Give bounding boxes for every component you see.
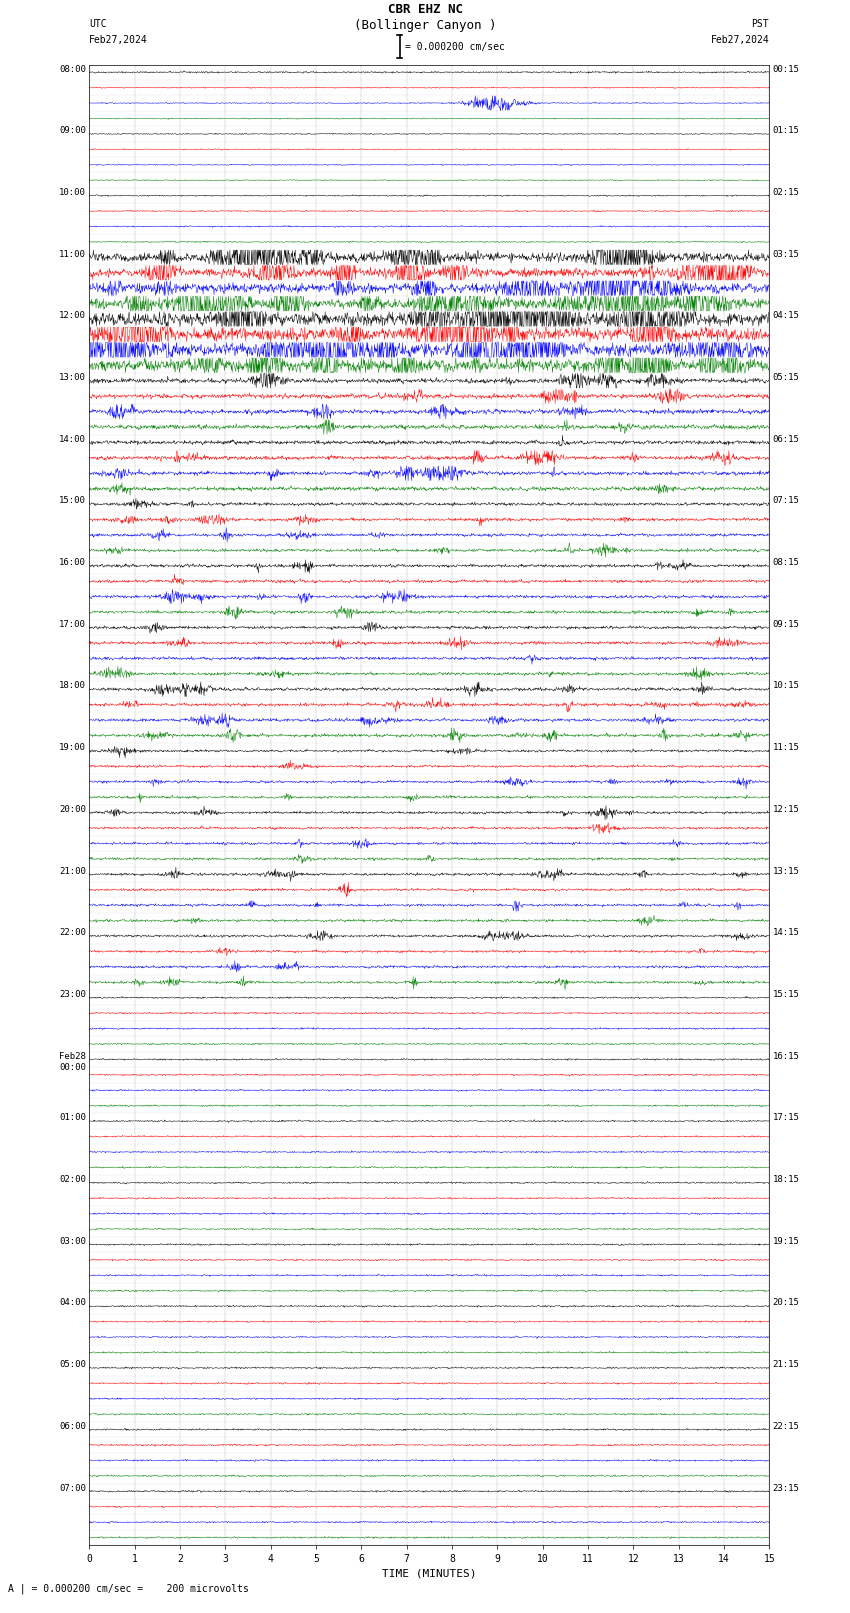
Text: 06:15: 06:15 [773,434,800,444]
Text: 02:15: 02:15 [773,187,800,197]
Text: 18:00: 18:00 [59,681,86,690]
Text: 15:00: 15:00 [59,497,86,505]
Text: 05:15: 05:15 [773,373,800,382]
Text: 12:15: 12:15 [773,805,800,815]
Text: 18:15: 18:15 [773,1174,800,1184]
Text: 07:00: 07:00 [59,1484,86,1492]
Text: 21:15: 21:15 [773,1360,800,1369]
Text: 09:15: 09:15 [773,619,800,629]
Text: 16:00: 16:00 [59,558,86,568]
Text: 10:15: 10:15 [773,681,800,690]
Text: 13:00: 13:00 [59,373,86,382]
Text: 14:15: 14:15 [773,929,800,937]
Text: 20:00: 20:00 [59,805,86,815]
Text: 23:00: 23:00 [59,990,86,998]
Text: 01:00: 01:00 [59,1113,86,1123]
Text: 17:15: 17:15 [773,1113,800,1123]
Text: 02:00: 02:00 [59,1174,86,1184]
Text: Feb27,2024: Feb27,2024 [711,35,769,45]
Text: 01:15: 01:15 [773,126,800,135]
Text: 05:00: 05:00 [59,1360,86,1369]
Text: 00:00: 00:00 [59,1063,86,1073]
Text: 03:15: 03:15 [773,250,800,258]
Text: (Bollinger Canyon ): (Bollinger Canyon ) [354,19,496,32]
Text: 11:00: 11:00 [59,250,86,258]
Text: CBR EHZ NC: CBR EHZ NC [388,3,462,16]
Text: Feb27,2024: Feb27,2024 [89,35,148,45]
Text: 04:00: 04:00 [59,1298,86,1308]
Text: 10:00: 10:00 [59,187,86,197]
Text: 12:00: 12:00 [59,311,86,321]
Text: 06:00: 06:00 [59,1423,86,1431]
Text: Feb28: Feb28 [59,1052,86,1061]
Text: 21:00: 21:00 [59,866,86,876]
Text: 08:00: 08:00 [59,65,86,74]
Text: 23:15: 23:15 [773,1484,800,1492]
Text: 11:15: 11:15 [773,744,800,752]
Text: 08:15: 08:15 [773,558,800,568]
Text: 04:15: 04:15 [773,311,800,321]
Text: 13:15: 13:15 [773,866,800,876]
Text: 00:15: 00:15 [773,65,800,74]
X-axis label: TIME (MINUTES): TIME (MINUTES) [382,1568,477,1579]
Text: 15:15: 15:15 [773,990,800,998]
Text: 20:15: 20:15 [773,1298,800,1308]
Text: 17:00: 17:00 [59,619,86,629]
Text: 07:15: 07:15 [773,497,800,505]
Text: PST: PST [751,19,769,29]
Text: 03:00: 03:00 [59,1237,86,1245]
Text: 22:15: 22:15 [773,1423,800,1431]
Text: A | = 0.000200 cm/sec =    200 microvolts: A | = 0.000200 cm/sec = 200 microvolts [8,1582,249,1594]
Text: 16:15: 16:15 [773,1052,800,1061]
Text: 19:15: 19:15 [773,1237,800,1245]
Text: 22:00: 22:00 [59,929,86,937]
Text: 19:00: 19:00 [59,744,86,752]
Text: = 0.000200 cm/sec: = 0.000200 cm/sec [405,42,504,52]
Text: 09:00: 09:00 [59,126,86,135]
Text: 14:00: 14:00 [59,434,86,444]
Text: UTC: UTC [89,19,107,29]
